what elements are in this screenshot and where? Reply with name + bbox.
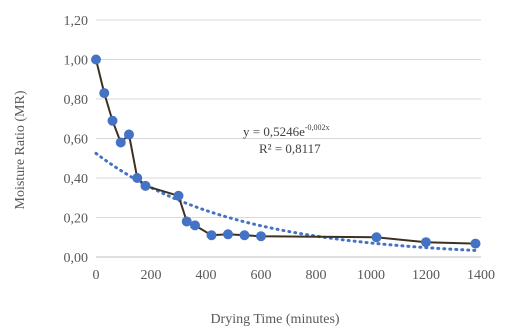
y-tick-label: 0,80: [64, 93, 89, 108]
x-tick-label: 0: [93, 268, 100, 283]
equation-exponent: -0,002x: [305, 123, 330, 132]
data-point: [173, 190, 184, 201]
y-tick-label: 0,40: [64, 172, 89, 187]
y-tick-label: 0,00: [64, 251, 89, 266]
x-axis-title: Drying Time (minutes): [210, 312, 339, 327]
y-tick-label: 1,20: [64, 14, 89, 29]
x-tick-label: 200: [141, 268, 162, 283]
trendline: [94, 151, 477, 252]
y-tick-labels: 0,00 0,20 0,40 0,60 0,80 1,00 1,20: [64, 14, 89, 266]
x-tick-label: 1400: [467, 268, 495, 283]
data-point: [223, 229, 233, 240]
data-point: [239, 230, 250, 241]
x-tick-label: 600: [251, 268, 272, 283]
y-tick-label: 1,00: [64, 54, 89, 69]
data-point: [206, 230, 217, 241]
data-point: [140, 180, 151, 191]
data-point: [470, 238, 481, 249]
data-point: [107, 115, 118, 126]
trendline-equation: y = 0,5246e-0,002x: [243, 123, 330, 139]
data-point: [371, 232, 382, 243]
y-tick-label: 0,60: [64, 133, 89, 148]
data-point: [190, 220, 200, 231]
r-squared-label: R² = 0,8117: [259, 141, 321, 156]
y-tick-label: 0,20: [64, 212, 89, 227]
data-point: [132, 173, 143, 183]
x-tick-label: 800: [306, 268, 327, 283]
data-point: [124, 129, 134, 140]
trendline-group: [94, 151, 477, 252]
data-point: [115, 137, 126, 148]
x-tick-label: 1200: [412, 268, 440, 283]
series-group: [91, 54, 481, 249]
equation-base: y = 0,5246e: [243, 124, 305, 139]
data-point: [256, 231, 266, 242]
data-point: [421, 237, 431, 248]
x-tick-labels: 0 200 400 600 800 1000 1200 1400: [93, 268, 496, 283]
x-tick-label: 1000: [357, 268, 385, 283]
data-point: [181, 216, 192, 227]
y-axis-title: Moisture Ratio (MR): [13, 90, 28, 209]
data-point: [99, 88, 110, 99]
data-point: [91, 54, 101, 65]
x-tick-label: 400: [196, 268, 217, 283]
gridlines: [96, 19, 481, 218]
